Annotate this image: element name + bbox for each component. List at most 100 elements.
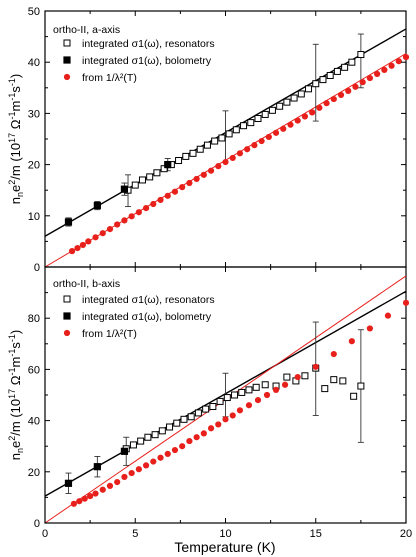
data-points-b-axis: [64, 299, 410, 507]
data-point: [120, 185, 129, 193]
y-tick-label: 80: [28, 313, 40, 325]
data-point: [150, 458, 157, 465]
y-tick-label: 20: [28, 467, 40, 479]
data-point: [309, 109, 316, 116]
data-point: [151, 431, 159, 439]
data-point: [92, 234, 99, 241]
legend-a-axis: integrated σ1(ω), resonators integrated σ…: [63, 38, 215, 84]
data-point: [272, 386, 280, 393]
data-point: [135, 466, 142, 473]
y-tick-label: 40: [28, 57, 40, 69]
data-point: [79, 241, 87, 249]
data-point: [142, 462, 150, 469]
data-point: [283, 98, 291, 106]
data-point: [272, 129, 280, 136]
data-point: [261, 110, 269, 118]
data-point: [265, 133, 272, 141]
data-point: [287, 121, 294, 128]
data-point: [93, 201, 101, 210]
data-point: [280, 125, 287, 132]
data-point: [341, 63, 349, 71]
data-point: [87, 493, 94, 500]
data-point: [164, 192, 171, 199]
data-point: [171, 446, 179, 454]
data-point: [215, 163, 222, 170]
data-point: [251, 142, 258, 149]
panel-a-axis: 0 10 20 30 40 50 ortho-II, a-axis integrated …: [28, 6, 410, 274]
data-point: [229, 154, 236, 162]
data-point: [128, 213, 135, 220]
data-point: [258, 137, 265, 145]
data-point: [207, 425, 215, 432]
data-point: [142, 205, 150, 212]
data-point: [297, 90, 305, 98]
legend-label: integrated σ1(ω), bolometry: [82, 55, 212, 67]
x-tick-label: 10: [219, 528, 231, 540]
data-point: [121, 217, 128, 224]
data-point: [194, 409, 202, 417]
data-point: [196, 145, 204, 153]
data-point: [166, 423, 174, 431]
data-point: [179, 443, 186, 450]
data-point: [186, 437, 193, 445]
data-point: [146, 173, 154, 181]
data-point: [357, 382, 365, 390]
data-point: [64, 479, 73, 487]
data-point: [281, 381, 289, 388]
data-point: [283, 373, 291, 381]
data-point: [193, 434, 200, 441]
legend-marker: [63, 39, 71, 47]
data-point: [153, 169, 161, 177]
data-point: [129, 441, 137, 449]
data-point: [261, 381, 269, 389]
data-point: [180, 415, 188, 423]
y-tick-label: 60: [28, 364, 40, 376]
data-point: [137, 437, 145, 445]
legend-label: integrated σ1(ω), resonators: [82, 38, 215, 50]
data-point: [187, 413, 195, 421]
data-point: [144, 433, 152, 441]
x-axis-label: Temperature (K): [174, 539, 275, 555]
data-point: [330, 350, 337, 358]
data-point: [366, 325, 373, 332]
data-point: [222, 158, 229, 166]
data-point: [321, 385, 329, 393]
data-point: [120, 447, 129, 455]
data-point: [179, 184, 186, 191]
x-tick-label: 5: [132, 528, 138, 540]
data-point: [229, 412, 236, 419]
data-point: [85, 238, 92, 245]
data-point: [374, 70, 381, 78]
data-point: [312, 363, 319, 370]
data-point: [388, 62, 395, 69]
data-point: [301, 113, 309, 120]
data-point: [240, 122, 248, 130]
data-point: [193, 175, 200, 183]
data-point: [312, 80, 320, 88]
panel-title-a-axis: ortho-II, a-axis: [53, 24, 120, 36]
data-point: [158, 427, 166, 435]
data-point: [337, 91, 345, 99]
data-point: [175, 157, 183, 165]
data-point: [316, 104, 323, 111]
data-point: [74, 244, 81, 252]
data-point: [135, 209, 142, 216]
data-point: [330, 376, 338, 384]
data-point: [209, 403, 217, 411]
data-point: [99, 486, 106, 493]
data-point: [164, 161, 172, 169]
data-point: [114, 478, 121, 486]
data-point: [231, 391, 239, 399]
data-point: [200, 430, 207, 437]
data-point: [160, 165, 168, 173]
legend-marker: [63, 73, 71, 81]
data-point: [352, 83, 359, 90]
legend-marker: [63, 329, 71, 337]
data-point: [164, 450, 171, 457]
x-tick-label: 0: [42, 528, 48, 540]
data-point: [247, 119, 255, 127]
data-point: [76, 498, 83, 505]
legend-label: from 1/λ²(T): [82, 72, 137, 84]
data-point: [186, 179, 193, 187]
data-point: [207, 167, 215, 174]
